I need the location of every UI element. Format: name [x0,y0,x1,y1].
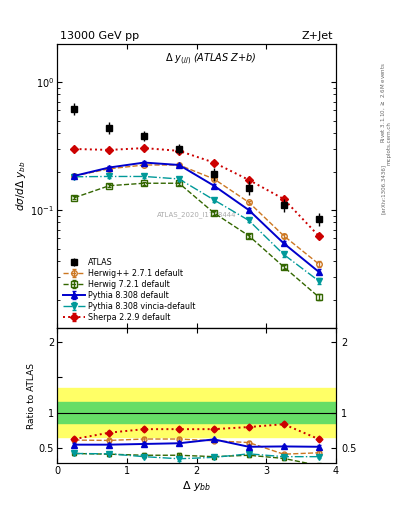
Text: Rivet 3.1.10, $\geq$ 2.6M events: Rivet 3.1.10, $\geq$ 2.6M events [379,62,387,143]
Text: mcplots.cern.ch: mcplots.cern.ch [387,121,391,165]
Y-axis label: Ratio to ATLAS: Ratio to ATLAS [27,362,36,429]
Text: 13000 GeV pp: 13000 GeV pp [60,31,139,40]
Text: Z+Jet: Z+Jet [302,31,333,40]
Text: [arXiv:1306.3436]: [arXiv:1306.3436] [381,164,386,215]
Legend: ATLAS, Herwig++ 2.7.1 default, Herwig 7.2.1 default, Pythia 8.308 default, Pythi: ATLAS, Herwig++ 2.7.1 default, Herwig 7.… [61,257,197,324]
Text: $\Delta\ y_{(jj)}$ (ATLAS Z+b): $\Delta\ y_{(jj)}$ (ATLAS Z+b) [165,52,256,68]
Y-axis label: $d\sigma/d\Delta\ y_{bb}$: $d\sigma/d\Delta\ y_{bb}$ [14,160,28,211]
Bar [57,402,336,423]
Bar [57,388,336,437]
X-axis label: $\Delta\ y_{bb}$: $\Delta\ y_{bb}$ [182,479,211,493]
Text: ATLAS_2020_I1788444: ATLAS_2020_I1788444 [157,211,236,218]
